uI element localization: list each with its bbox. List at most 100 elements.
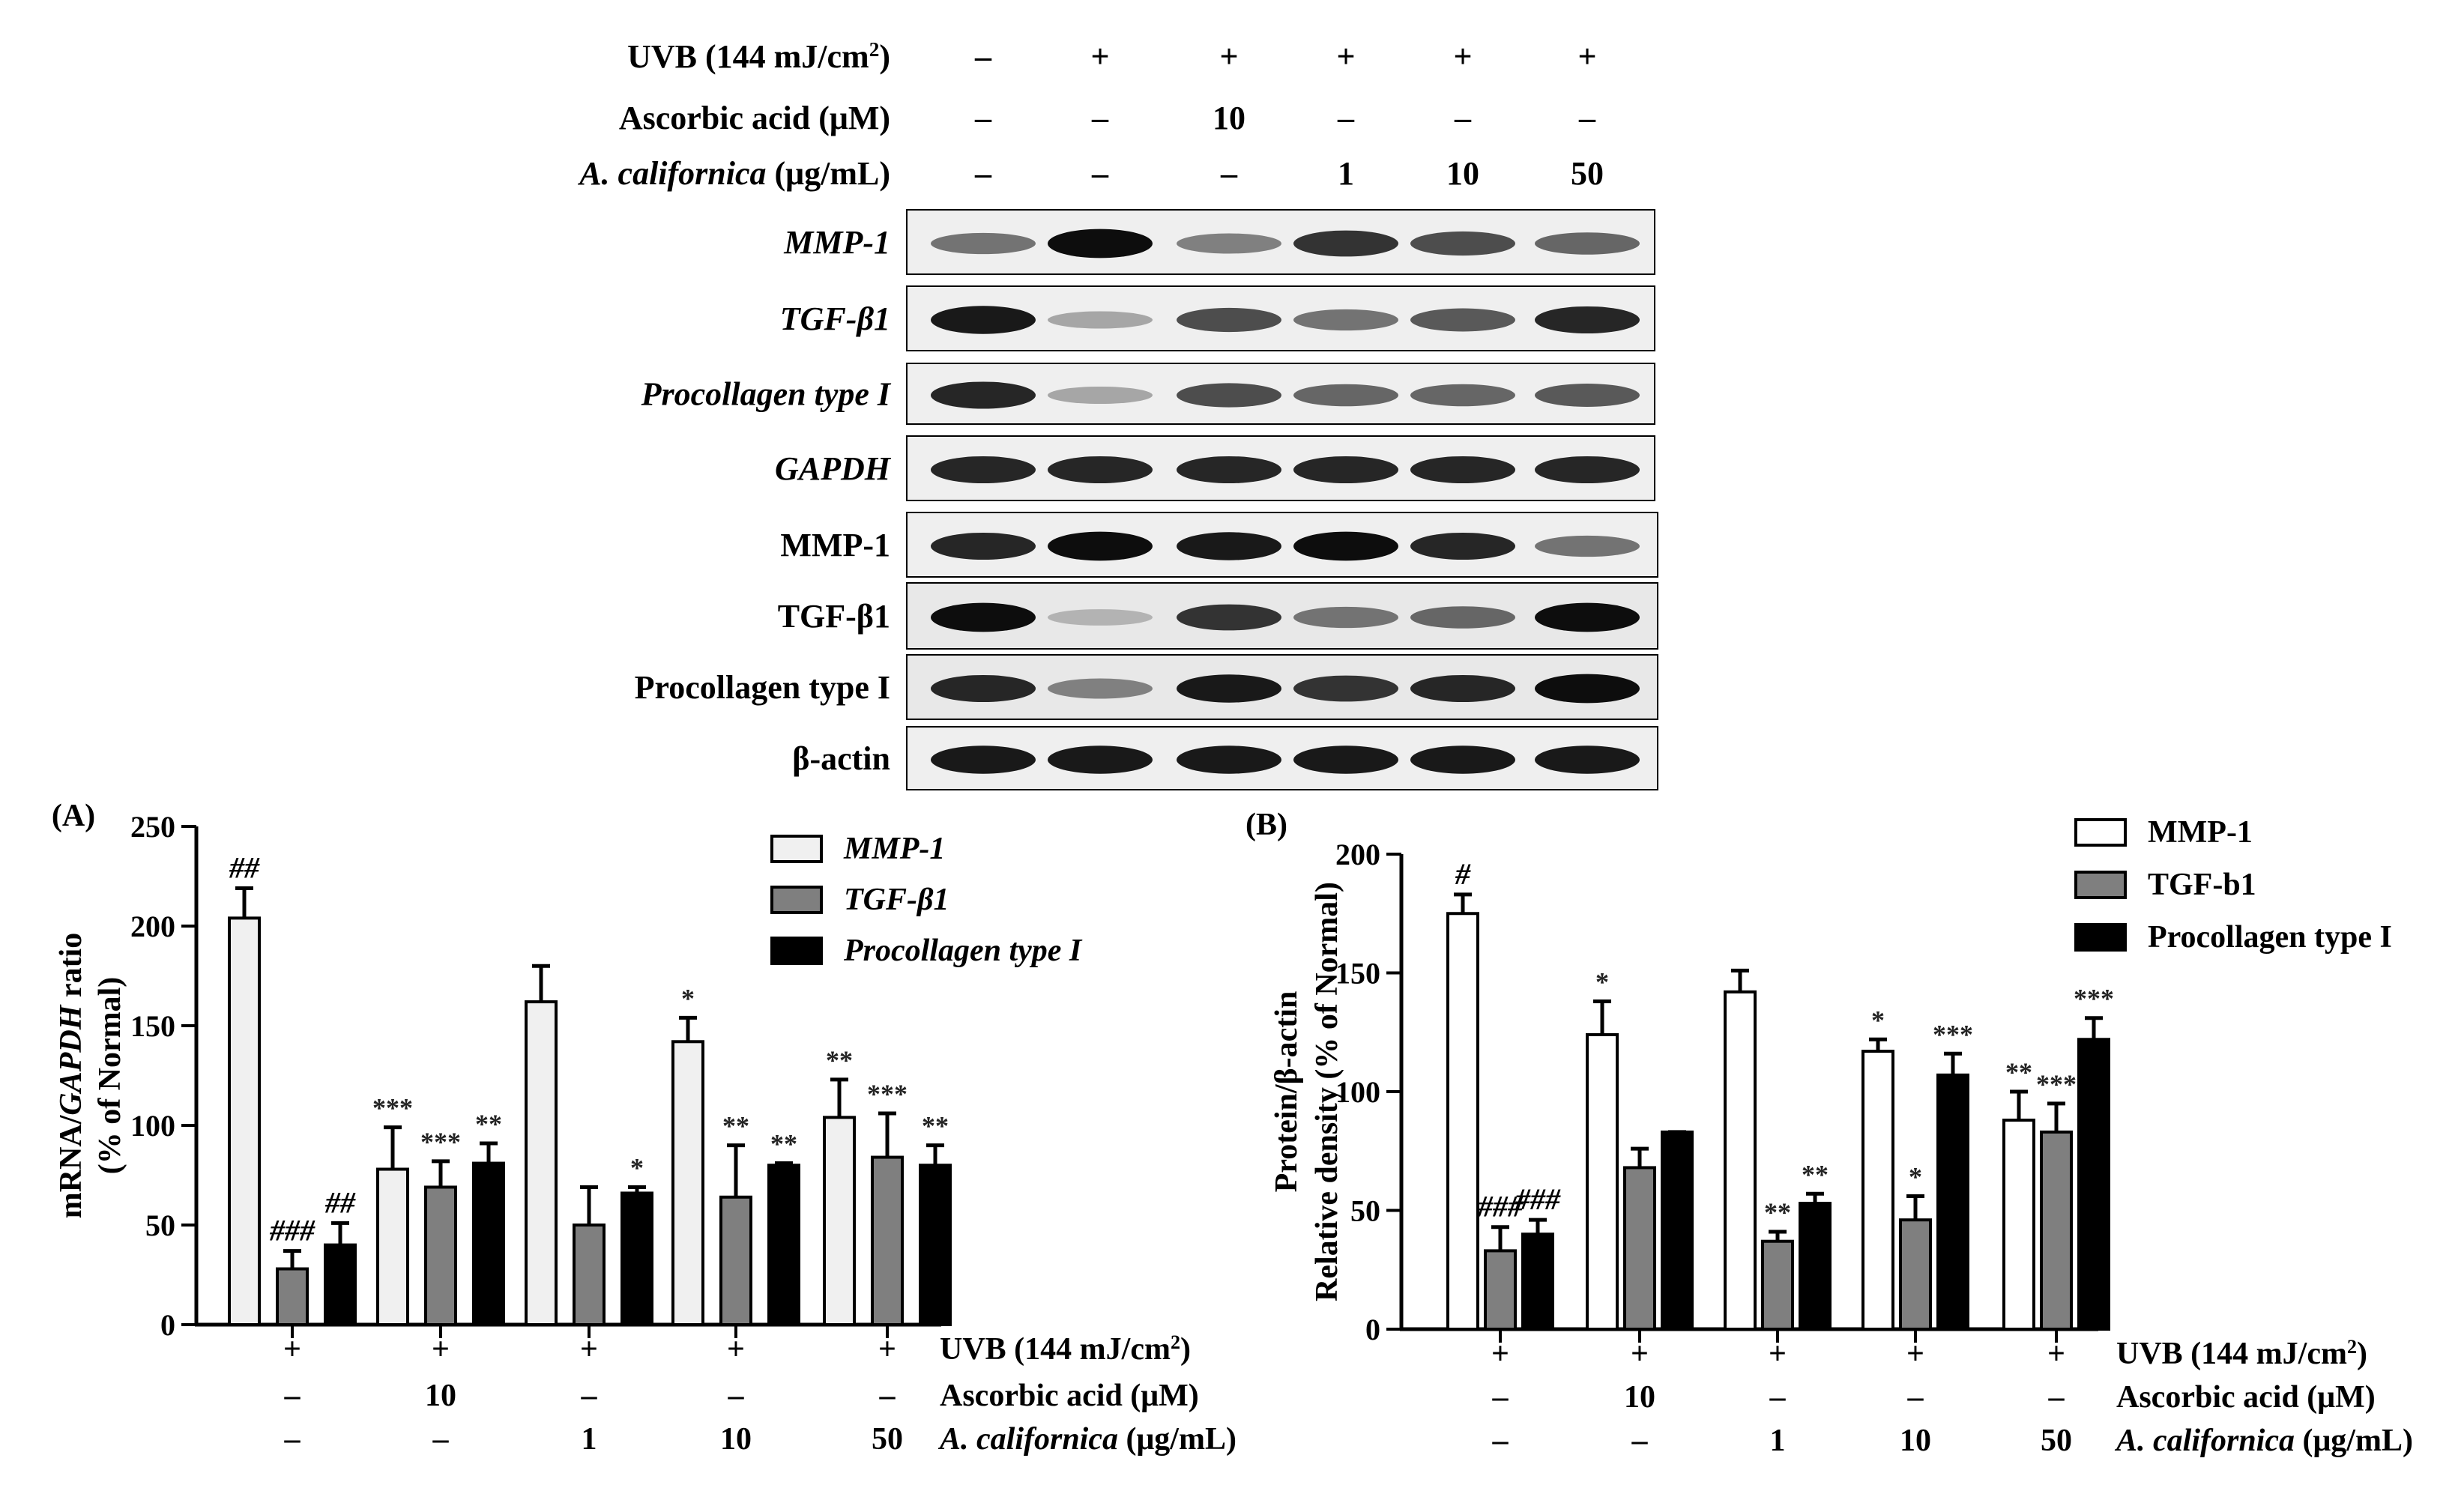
blot-band bbox=[1410, 308, 1515, 332]
blot-band bbox=[931, 306, 1036, 334]
y-tick-label: 50 bbox=[145, 1209, 175, 1242]
bar bbox=[871, 1155, 904, 1327]
significance-label: *** bbox=[372, 1093, 413, 1123]
blot-condition-value: 10 bbox=[1213, 100, 1245, 136]
blot-band bbox=[1410, 384, 1515, 407]
bar bbox=[2002, 1119, 2035, 1331]
blot-band bbox=[1048, 229, 1153, 258]
bar bbox=[1623, 1166, 1656, 1331]
significance-label: *** bbox=[1933, 1019, 1973, 1049]
blot-band bbox=[1293, 456, 1398, 484]
x-condition-value: + bbox=[580, 1332, 598, 1367]
panel-label: (A) bbox=[52, 799, 95, 833]
blot-band bbox=[1048, 609, 1153, 626]
y-tick-label: 100 bbox=[130, 1109, 175, 1143]
blot-band bbox=[931, 456, 1036, 484]
blot-condition-value: + bbox=[1219, 38, 1238, 75]
x-condition-value: – bbox=[728, 1379, 745, 1413]
blot-band bbox=[1410, 231, 1515, 256]
blot-condition-value: 50 bbox=[1571, 155, 1604, 192]
blot-band bbox=[1293, 745, 1398, 774]
bar bbox=[1861, 1050, 1894, 1331]
chart-a: (A)mRNA/GAPDH ratio(% of Normal)05010015… bbox=[52, 799, 1236, 1457]
significance-label: ** bbox=[2005, 1057, 2032, 1087]
y-tick-label: 200 bbox=[130, 910, 175, 943]
significance-label: * bbox=[681, 983, 695, 1013]
panel-label: (B) bbox=[1245, 808, 1287, 842]
x-condition-value: – bbox=[1769, 1380, 1787, 1415]
significance-label: * bbox=[1595, 967, 1609, 997]
bar bbox=[1446, 912, 1479, 1331]
blot-band bbox=[1048, 456, 1153, 484]
x-condition-value: – bbox=[2048, 1380, 2065, 1415]
bar bbox=[2077, 1038, 2110, 1331]
significance-label: ## bbox=[229, 850, 260, 884]
x-condition-value: 10 bbox=[1624, 1380, 1655, 1415]
y-tick-label: 100 bbox=[1335, 1075, 1380, 1109]
y-axis-label: mRNA/GAPDH ratio bbox=[54, 933, 88, 1218]
x-condition-value: – bbox=[1492, 1424, 1509, 1458]
x-condition-value: + bbox=[878, 1332, 896, 1367]
blot-condition-value: + bbox=[1577, 38, 1596, 75]
bar bbox=[472, 1161, 505, 1327]
blot-condition-value: – bbox=[974, 100, 992, 136]
x-condition-value: + bbox=[1769, 1337, 1787, 1371]
blot-band bbox=[1177, 532, 1281, 560]
bar bbox=[1899, 1218, 1932, 1331]
blot-band bbox=[1048, 745, 1153, 774]
blot-condition-value: – bbox=[1454, 100, 1472, 136]
bar bbox=[767, 1164, 800, 1326]
bar bbox=[2040, 1130, 2073, 1331]
x-condition-value: 50 bbox=[2041, 1424, 2072, 1458]
blot-condition-value: + bbox=[1336, 38, 1355, 75]
significance-label: * bbox=[1909, 1161, 1922, 1191]
x-condition-value: – bbox=[1492, 1380, 1509, 1415]
significance-label: ** bbox=[770, 1129, 797, 1159]
legend-label: Procollagen type I bbox=[2148, 920, 2392, 955]
significance-label: ** bbox=[1764, 1197, 1791, 1227]
blot-condition-value: 1 bbox=[1338, 155, 1354, 192]
x-condition-value: – bbox=[1907, 1380, 1924, 1415]
significance-label: ** bbox=[922, 1111, 949, 1141]
x-condition-value: 1 bbox=[582, 1422, 597, 1457]
x-condition-value: 10 bbox=[720, 1422, 752, 1457]
bar bbox=[424, 1185, 457, 1326]
significance-label: ### bbox=[1515, 1182, 1561, 1216]
x-condition-label: UVB (144 mJ/cm2) bbox=[940, 1331, 1191, 1367]
blot-band bbox=[931, 674, 1036, 703]
legend-label: TGF-b1 bbox=[2148, 868, 2256, 902]
bar bbox=[671, 1040, 704, 1327]
x-condition-value: – bbox=[879, 1379, 896, 1413]
bar bbox=[823, 1116, 856, 1326]
blot-condition-label: Ascorbic acid (μM) bbox=[619, 100, 890, 136]
x-condition-label: UVB (144 mJ/cm2) bbox=[2116, 1336, 2367, 1372]
x-condition-value: + bbox=[432, 1332, 450, 1367]
bar bbox=[620, 1191, 653, 1326]
blot-panel: UVB (144 mJ/cm2) – + + + + + Ascorbic acid (μM)… bbox=[577, 38, 1658, 790]
blot-condition-value: – bbox=[974, 38, 992, 75]
significance-label: ** bbox=[826, 1045, 853, 1075]
y-tick-label: 150 bbox=[130, 1009, 175, 1043]
significance-label: ## bbox=[324, 1185, 356, 1219]
blot-band bbox=[1410, 606, 1515, 629]
blot-condition-value: – bbox=[1337, 100, 1355, 136]
bar bbox=[324, 1243, 357, 1326]
x-condition-label: A. californica (μg/mL) bbox=[937, 1422, 1236, 1457]
blot-band bbox=[931, 381, 1036, 409]
x-condition-value: + bbox=[1491, 1337, 1509, 1371]
x-condition-label: A. californica (μg/mL) bbox=[2114, 1424, 2413, 1458]
bar bbox=[1761, 1239, 1794, 1331]
bar bbox=[1799, 1201, 1832, 1331]
blot-band-label: TGF-β1 bbox=[778, 598, 890, 635]
blot-band-label: GAPDH bbox=[775, 450, 892, 487]
blot-band bbox=[1535, 535, 1640, 557]
blot-condition-value: + bbox=[1090, 38, 1109, 75]
blot-band bbox=[1177, 233, 1281, 254]
significance-label: ### bbox=[269, 1214, 315, 1247]
legend-label: TGF-β1 bbox=[844, 883, 949, 917]
blot-band bbox=[1293, 230, 1398, 257]
blot-band bbox=[931, 602, 1036, 632]
blot-band bbox=[1177, 745, 1281, 774]
legend-swatch bbox=[2074, 818, 2127, 847]
